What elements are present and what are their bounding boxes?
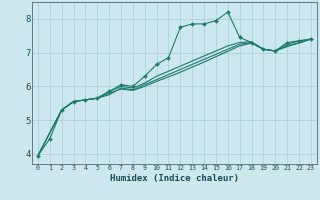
X-axis label: Humidex (Indice chaleur): Humidex (Indice chaleur) xyxy=(110,174,239,183)
